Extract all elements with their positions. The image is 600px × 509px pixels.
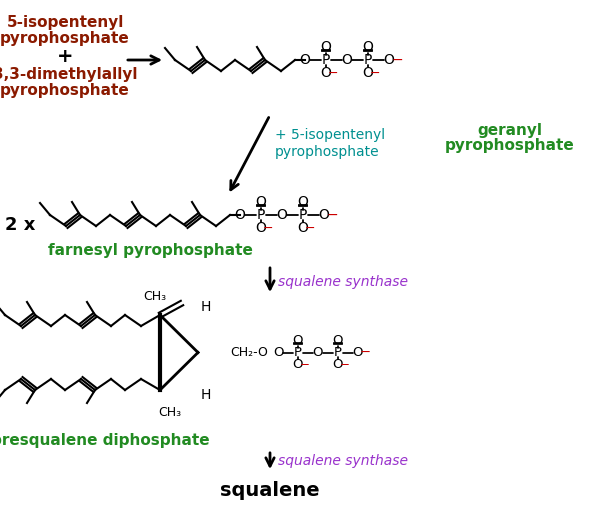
Text: 2 x: 2 x xyxy=(5,216,35,234)
Text: squalene synthase: squalene synthase xyxy=(278,454,408,468)
Text: −: − xyxy=(299,358,310,372)
Text: O: O xyxy=(362,66,373,80)
Text: O: O xyxy=(256,221,266,235)
Text: O: O xyxy=(293,358,303,372)
Text: pyrophosphate: pyrophosphate xyxy=(445,137,575,153)
Text: presqualene diphosphate: presqualene diphosphate xyxy=(0,433,209,447)
Text: O: O xyxy=(362,40,373,54)
Text: pyrophosphate: pyrophosphate xyxy=(275,145,380,159)
Text: −: − xyxy=(391,53,403,67)
Text: pyrophosphate: pyrophosphate xyxy=(0,82,130,98)
Text: O: O xyxy=(298,221,308,235)
Text: squalene synthase: squalene synthase xyxy=(278,275,408,289)
Text: O: O xyxy=(332,358,343,372)
Text: geranyl: geranyl xyxy=(478,123,542,137)
Text: O: O xyxy=(319,208,329,222)
Text: CH₃: CH₃ xyxy=(143,291,167,303)
Text: +: + xyxy=(57,46,73,66)
Text: P: P xyxy=(322,53,330,67)
Text: CH₂-O: CH₂-O xyxy=(230,346,268,359)
Text: O: O xyxy=(320,40,331,54)
Text: P: P xyxy=(299,208,307,222)
Text: 5-isopentenyl: 5-isopentenyl xyxy=(7,14,124,30)
Text: + 5-isopentenyl: + 5-isopentenyl xyxy=(275,128,385,142)
Text: O: O xyxy=(235,208,245,222)
Text: H: H xyxy=(201,300,211,314)
Text: −: − xyxy=(263,221,273,235)
Text: pyrophosphate: pyrophosphate xyxy=(0,31,130,45)
Text: O: O xyxy=(320,66,331,80)
Text: O: O xyxy=(277,208,287,222)
Text: −: − xyxy=(340,358,349,372)
Text: P: P xyxy=(334,346,342,359)
Text: farnesyl pyrophosphate: farnesyl pyrophosphate xyxy=(47,242,253,258)
Text: O: O xyxy=(256,195,266,209)
Text: CH₃: CH₃ xyxy=(158,406,182,418)
Text: −: − xyxy=(326,208,338,222)
Text: −: − xyxy=(305,221,315,235)
Text: P: P xyxy=(364,53,372,67)
Text: P: P xyxy=(294,346,302,359)
Text: O: O xyxy=(298,195,308,209)
Text: P: P xyxy=(257,208,265,222)
Text: 3,3-dimethylallyl: 3,3-dimethylallyl xyxy=(0,67,137,81)
Text: H: H xyxy=(201,388,211,402)
Text: O: O xyxy=(273,346,283,359)
Text: −: − xyxy=(360,346,371,359)
Text: squalene: squalene xyxy=(220,480,320,499)
Text: O: O xyxy=(299,53,310,67)
Text: −: − xyxy=(328,67,338,79)
Text: O: O xyxy=(313,346,323,359)
Text: O: O xyxy=(383,53,394,67)
Text: O: O xyxy=(332,334,343,347)
Text: −: − xyxy=(370,67,380,79)
Text: O: O xyxy=(341,53,352,67)
Text: O: O xyxy=(293,334,303,347)
Text: O: O xyxy=(353,346,363,359)
